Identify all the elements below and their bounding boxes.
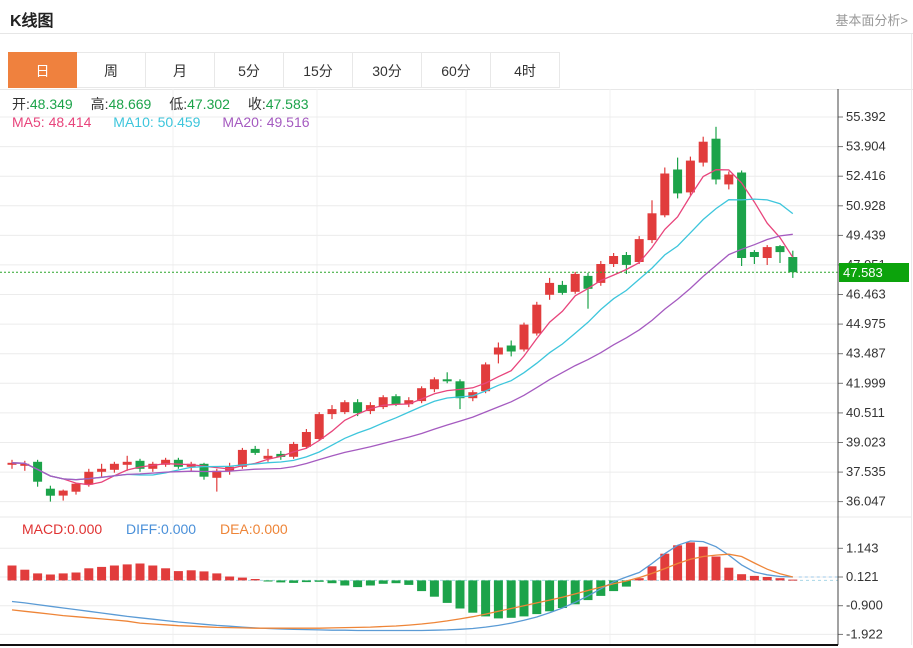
tab-15min[interactable]: 15分 [284,52,353,88]
svg-text:53.904: 53.904 [846,139,886,154]
high-label: 高: [90,96,109,112]
ma5-value: MA5: 48.414 [12,114,92,130]
page-title: K线图 [10,13,54,30]
ohlc-legend: 开:48.349 高:48.669 低:47.302 收:47.583 [12,94,323,114]
svg-text:50.928: 50.928 [846,198,886,213]
svg-text:49.439: 49.439 [846,227,886,242]
fundamental-analysis-link[interactable]: 基本面分析> [835,13,908,28]
timeframe-tab-bar: 日 周 月 5分 15分 30分 60分 4时 [0,52,913,90]
ma20-value: MA20: 49.516 [222,114,310,130]
right-border [911,34,912,645]
high-value: 48.669 [108,96,152,112]
tab-60min[interactable]: 60分 [422,52,491,88]
svg-text:1.143: 1.143 [846,540,879,555]
tab-5min[interactable]: 5分 [215,52,284,88]
svg-text:43.487: 43.487 [846,346,886,361]
tab-4hour[interactable]: 4时 [491,52,560,88]
close-value: 47.583 [265,96,309,112]
svg-text:36.047: 36.047 [846,494,886,509]
low-value: 47.302 [187,96,230,112]
diff-value: DIFF:0.000 [126,521,197,537]
svg-text:39.023: 39.023 [846,435,886,450]
svg-text:55.392: 55.392 [846,109,886,124]
svg-text:-1.922: -1.922 [846,626,883,641]
open-value: 48.349 [29,96,73,112]
low-label: 低: [169,96,188,112]
macd-value: MACD:0.000 [22,521,103,537]
tab-30min[interactable]: 30分 [353,52,422,88]
ma10-value: MA10: 50.459 [113,114,201,130]
svg-text:46.463: 46.463 [846,287,886,302]
svg-text:37.535: 37.535 [846,464,886,479]
close-label: 收: [247,96,266,112]
current-price-badge: 47.583 [839,263,909,282]
svg-text:52.416: 52.416 [846,168,886,183]
tab-week[interactable]: 周 [77,52,146,88]
header-divider [0,33,913,34]
svg-text:-0.900: -0.900 [846,598,883,613]
open-label: 开: [12,96,30,112]
svg-text:40.511: 40.511 [846,405,885,420]
dea-value: DEA:0.000 [219,521,288,537]
svg-text:41.999: 41.999 [846,375,886,390]
ma-legend: MA5: 48.414 MA10: 50.459 MA20: 49.516 [12,114,310,130]
svg-text:0.121: 0.121 [846,569,879,584]
tab-day[interactable]: 日 [8,52,77,88]
macd-legend: MACD:0.000 DIFF:0.000 DEA:0.000 [22,521,288,537]
tab-month[interactable]: 月 [146,52,215,88]
svg-text:44.975: 44.975 [846,316,886,331]
